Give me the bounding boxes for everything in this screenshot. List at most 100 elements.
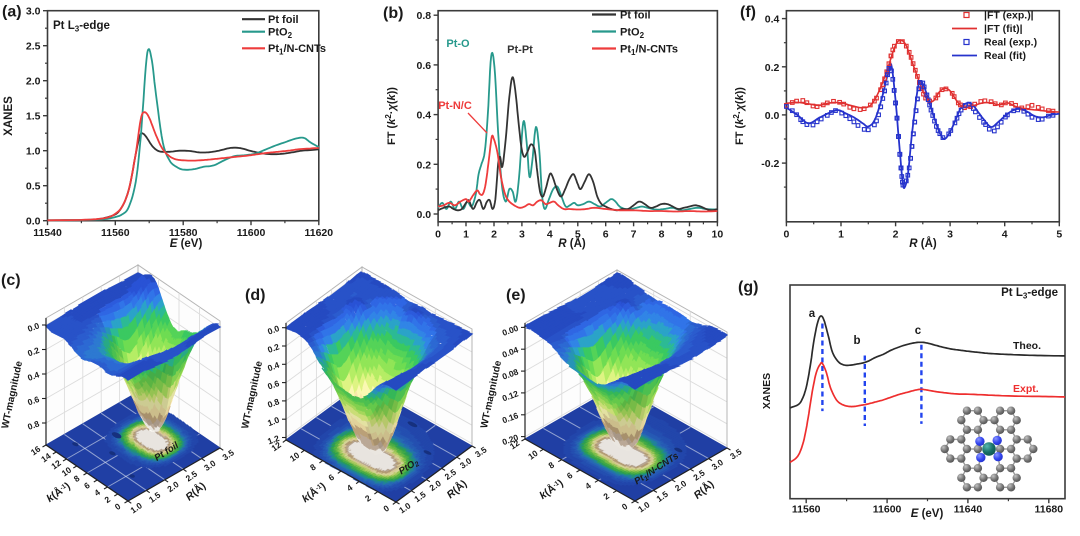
svg-text:2: 2 xyxy=(363,493,373,504)
svg-text:11580: 11580 xyxy=(169,227,198,239)
svg-text:2.0: 2.0 xyxy=(26,76,41,88)
svg-text:2: 2 xyxy=(103,494,113,505)
svg-text:Pt L3-edge: Pt L3-edge xyxy=(1001,287,1058,301)
svg-text:4: 4 xyxy=(547,228,553,240)
svg-text:3.0: 3.0 xyxy=(26,6,41,18)
svg-text:11560: 11560 xyxy=(101,227,130,239)
svg-text:6: 6 xyxy=(565,470,575,481)
svg-text:0.0: 0.0 xyxy=(266,323,281,337)
svg-text:0.2: 0.2 xyxy=(416,159,431,171)
svg-text:0.6: 0.6 xyxy=(266,378,281,392)
svg-text:0.4: 0.4 xyxy=(416,110,431,122)
svg-text:0.0: 0.0 xyxy=(26,320,41,334)
svg-text:8: 8 xyxy=(546,460,556,471)
svg-text:|FT (fit)|: |FT (fit)| xyxy=(984,23,1023,35)
svg-text:0.2: 0.2 xyxy=(26,345,41,359)
svg-text:Real (fit): Real (fit) xyxy=(984,50,1026,62)
svg-text:0: 0 xyxy=(620,501,630,512)
svg-text:-0.2: -0.2 xyxy=(761,158,779,170)
svg-text:Expt.: Expt. xyxy=(1013,383,1039,395)
svg-text:Pt1/N-CNTs: Pt1/N-CNTs xyxy=(620,43,678,57)
svg-text:2: 2 xyxy=(491,228,497,240)
svg-text:6: 6 xyxy=(82,480,92,491)
svg-text:0.0: 0.0 xyxy=(26,216,41,228)
svg-text:XANES: XANES xyxy=(761,373,773,409)
svg-text:8: 8 xyxy=(308,462,318,473)
svg-text:(a): (a) xyxy=(2,4,22,21)
svg-text:0.6: 0.6 xyxy=(416,60,431,72)
svg-text:2: 2 xyxy=(893,228,899,240)
svg-text:6: 6 xyxy=(326,472,336,483)
svg-text:0: 0 xyxy=(381,503,391,514)
svg-text:3: 3 xyxy=(947,228,953,240)
svg-text:0.5: 0.5 xyxy=(26,181,41,193)
svg-text:c: c xyxy=(915,325,922,337)
svg-text:Pt1/N-CNTs: Pt1/N-CNTs xyxy=(268,43,326,57)
svg-text:0: 0 xyxy=(113,501,123,512)
svg-text:0.2: 0.2 xyxy=(765,62,780,74)
svg-text:FT (k2·χ(k)): FT (k2·χ(k)) xyxy=(732,87,746,145)
svg-text:Pt foil: Pt foil xyxy=(268,14,299,26)
svg-text:PtO2: PtO2 xyxy=(268,27,293,41)
svg-text:1.0: 1.0 xyxy=(266,415,281,429)
svg-text:4: 4 xyxy=(583,480,593,491)
svg-text:6: 6 xyxy=(603,228,609,240)
svg-text:0: 0 xyxy=(783,228,789,240)
svg-text:3: 3 xyxy=(519,228,525,240)
svg-text:8: 8 xyxy=(659,228,665,240)
svg-text:0.0: 0.0 xyxy=(416,209,431,221)
svg-text:0.8: 0.8 xyxy=(266,396,281,410)
svg-text:FT (k2·χ(k)): FT (k2·χ(k)) xyxy=(384,87,398,145)
svg-text:10: 10 xyxy=(712,228,724,240)
svg-text:4: 4 xyxy=(1002,228,1008,240)
svg-text:0.8: 0.8 xyxy=(416,10,431,22)
svg-text:11600: 11600 xyxy=(873,504,902,516)
svg-text:0.8: 0.8 xyxy=(26,418,41,432)
svg-text:Real (exp.): Real (exp.) xyxy=(984,37,1037,49)
svg-text:2: 2 xyxy=(601,491,611,502)
svg-text:(g): (g) xyxy=(738,279,758,296)
svg-text:1: 1 xyxy=(463,228,469,240)
svg-text:4: 4 xyxy=(92,487,102,498)
svg-text:11560: 11560 xyxy=(792,504,821,516)
svg-text:1.0: 1.0 xyxy=(26,146,41,158)
svg-text:R (Å): R (Å) xyxy=(909,237,937,250)
svg-text:5: 5 xyxy=(1056,228,1062,240)
svg-text:1.5: 1.5 xyxy=(26,111,41,123)
svg-text:2.5: 2.5 xyxy=(26,41,41,53)
svg-text:9: 9 xyxy=(687,228,693,240)
svg-text:0.4: 0.4 xyxy=(765,14,780,26)
svg-text:4: 4 xyxy=(345,482,355,493)
svg-text:1.2: 1.2 xyxy=(266,433,281,447)
svg-text:Pt foil: Pt foil xyxy=(620,9,651,21)
svg-text:0.4: 0.4 xyxy=(266,360,281,374)
svg-text:0.0: 0.0 xyxy=(765,110,780,122)
svg-text:11540: 11540 xyxy=(33,227,62,239)
svg-text:Theo.: Theo. xyxy=(1013,340,1041,352)
svg-text:Pt-O: Pt-O xyxy=(446,38,470,50)
svg-text:0: 0 xyxy=(435,228,441,240)
svg-text:XANES: XANES xyxy=(3,96,15,136)
svg-text:(f): (f) xyxy=(740,4,756,21)
svg-text:8: 8 xyxy=(72,473,82,484)
svg-text:11640: 11640 xyxy=(954,504,983,516)
svg-text:PtO2: PtO2 xyxy=(620,26,645,40)
svg-text:11600: 11600 xyxy=(237,227,266,239)
svg-text:0.6: 0.6 xyxy=(26,394,41,408)
svg-text:(b): (b) xyxy=(383,5,403,22)
svg-text:R (Å): R (Å) xyxy=(558,237,586,250)
svg-text:(c): (c) xyxy=(1,272,21,289)
svg-text:(e): (e) xyxy=(506,287,526,304)
svg-text:(d): (d) xyxy=(245,287,265,304)
svg-text:E (eV): E (eV) xyxy=(170,238,203,250)
svg-text:Pt-N/C: Pt-N/C xyxy=(438,100,472,112)
svg-text:5: 5 xyxy=(575,228,581,240)
svg-text:b: b xyxy=(853,335,860,347)
svg-text:1: 1 xyxy=(838,228,844,240)
svg-text:a: a xyxy=(809,308,816,320)
svg-text:0.2: 0.2 xyxy=(266,341,281,355)
svg-text:E (eV): E (eV) xyxy=(911,508,944,520)
svg-text:7: 7 xyxy=(631,228,637,240)
svg-text:0.4: 0.4 xyxy=(26,369,41,383)
svg-text:Pt-Pt: Pt-Pt xyxy=(507,44,533,56)
